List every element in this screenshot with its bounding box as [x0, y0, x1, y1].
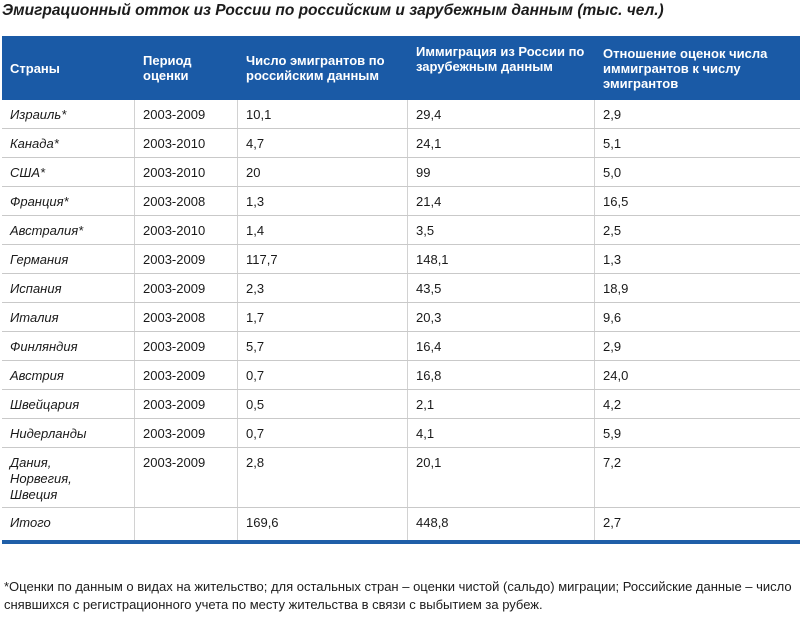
cell-period: 2003-2009: [135, 448, 238, 507]
cell-immigration: 4,1: [408, 419, 595, 447]
cell-emigrants: 1,4: [238, 216, 408, 244]
cell-emigrants: 2,8: [238, 448, 408, 507]
cell-emigrants: 117,7: [238, 245, 408, 273]
cell-country: Финляндия: [2, 332, 135, 360]
header-foreign-data: Иммиграция из России по зарубежным данны…: [416, 44, 585, 74]
cell-ratio: 24,0: [603, 368, 629, 383]
cell-emigrants: 0,7: [238, 361, 408, 389]
table-row: Израиль* 2003-2009 10,1 29,4 2,9: [2, 100, 800, 129]
cell-immigration: 16,4: [408, 332, 595, 360]
header-ratio: Отношение оценок числа иммигрантов к чис…: [603, 45, 768, 91]
cell-emigrants: 5,7: [238, 332, 408, 360]
cell-ratio: 2,9: [603, 339, 622, 354]
cell-country: Франция*: [2, 187, 135, 215]
table-row: Италия 2003-2008 1,7 20,3 9,6: [2, 303, 800, 332]
cell-immigration: 43,5: [408, 274, 595, 302]
cell-immigration: 2,1: [408, 390, 595, 418]
cell-country: Нидерланды: [2, 419, 135, 447]
cell-ratio: 2,9: [603, 107, 622, 122]
cell-country: Италия: [2, 303, 135, 331]
cell-immigration: 3,5: [408, 216, 595, 244]
cell-immigration: 20,3: [408, 303, 595, 331]
cell-immigration: 21,4: [408, 187, 595, 215]
cell-immigration: 20,1: [408, 448, 595, 507]
header-period: Период оценки: [143, 53, 192, 83]
cell-total-label: Итого: [2, 508, 135, 540]
cell-ratio: 4,2: [603, 397, 622, 412]
table-row: Австралия* 2003-2010 1,4 3,5 2,5: [2, 216, 800, 245]
header-country: Страны: [10, 60, 60, 76]
table-row: Франция* 2003-2008 1,3 21,4 16,5: [2, 187, 800, 216]
cell-period: 2003-2009: [135, 361, 238, 389]
table-row: Австрия 2003-2009 0,7 16,8 24,0: [2, 361, 800, 390]
cell-immigration: 24,1: [408, 129, 595, 157]
table-row: Швейцария 2003-2009 0,5 2,1 4,2: [2, 390, 800, 419]
cell-country: США*: [2, 158, 135, 186]
cell-country: Канада*: [2, 129, 135, 157]
table-row: Нидерланды 2003-2009 0,7 4,1 5,9: [2, 419, 800, 448]
cell-country: Австралия*: [2, 216, 135, 244]
cell-emigrants: 0,5: [238, 390, 408, 418]
cell-emigrants: 0,7: [238, 419, 408, 447]
cell-immigration: 99: [408, 158, 595, 186]
table-row: Канада* 2003-2010 4,7 24,1 5,1: [2, 129, 800, 158]
cell-emigrants: 10,1: [238, 100, 408, 128]
cell-country: Австрия: [2, 361, 135, 389]
cell-ratio: 7,2: [603, 455, 622, 470]
cell-period: 2003-2010: [135, 158, 238, 186]
table-row: Германия 2003-2009 117,7 148,1 1,3: [2, 245, 800, 274]
cell-ratio: 2,5: [603, 223, 622, 238]
cell-immigration-total: 448,8: [408, 508, 595, 540]
total-row: Итого 169,6 448,8 2,7: [2, 508, 800, 540]
cell-emigrants: 4,7: [238, 129, 408, 157]
table-row: Финляндия 2003-2009 5,7 16,4 2,9: [2, 332, 800, 361]
cell-country: Германия: [2, 245, 135, 273]
table-header: Страны Период оценки Число эмигрантов по…: [2, 36, 800, 100]
cell-immigration: 148,1: [408, 245, 595, 273]
header-russian-data: Число эмигрантов по российским данным: [246, 53, 385, 83]
cell-period: 2003-2010: [135, 129, 238, 157]
cell-ratio-total: 2,7: [603, 515, 622, 530]
cell-emigrants: 1,7: [238, 303, 408, 331]
cell-ratio: 1,3: [603, 252, 622, 267]
emigration-table: Страны Период оценки Число эмигрантов по…: [2, 36, 800, 544]
cell-immigration: 16,8: [408, 361, 595, 389]
cell-period: 2003-2009: [135, 390, 238, 418]
table-row: Испания 2003-2009 2,3 43,5 18,9: [2, 274, 800, 303]
cell-ratio: 5,9: [603, 426, 622, 441]
cell-country: Дания, Норвегия, Швеция: [2, 448, 135, 507]
cell-period: 2003-2009: [135, 274, 238, 302]
cell-emigrants: 20: [238, 158, 408, 186]
cell-ratio: 18,9: [603, 281, 629, 296]
cell-emigrants: 1,3: [238, 187, 408, 215]
footnote: *Оценки по данным о видах на жительство;…: [4, 579, 792, 612]
cell-emigrants-total: 169,6: [238, 508, 408, 540]
cell-ratio: 16,5: [603, 194, 629, 209]
cell-country: Израиль*: [2, 100, 135, 128]
cell-period: [135, 508, 238, 540]
table-row: США* 2003-2010 20 99 5,0: [2, 158, 800, 187]
cell-immigration: 29,4: [408, 100, 595, 128]
cell-country: Испания: [2, 274, 135, 302]
cell-ratio: 5,0: [603, 165, 622, 180]
cell-period: 2003-2009: [135, 100, 238, 128]
cell-period: 2003-2008: [135, 303, 238, 331]
cell-emigrants: 2,3: [238, 274, 408, 302]
cell-period: 2003-2008: [135, 187, 238, 215]
cell-period: 2003-2009: [135, 245, 238, 273]
cell-period: 2003-2009: [135, 332, 238, 360]
cell-ratio: 5,1: [603, 136, 622, 151]
table-title: Эмиграционный отток из России по российс…: [2, 2, 664, 19]
cell-period: 2003-2009: [135, 419, 238, 447]
cell-ratio: 9,6: [603, 310, 622, 325]
cell-period: 2003-2010: [135, 216, 238, 244]
cell-country: Швейцария: [2, 390, 135, 418]
table-row: Дания, Норвегия, Швеция 2003-2009 2,8 20…: [2, 448, 800, 508]
